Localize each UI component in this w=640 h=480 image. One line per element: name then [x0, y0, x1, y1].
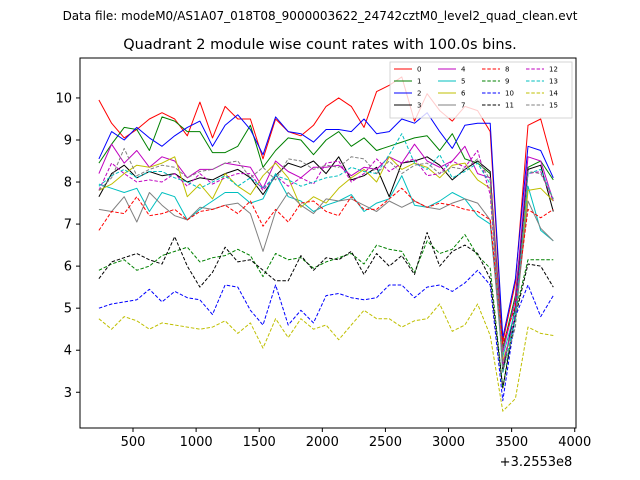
- legend-label-3: 3: [417, 102, 421, 110]
- legend-frame: [389, 61, 573, 119]
- x-axis-offset-label: +3.2553e8: [500, 455, 573, 470]
- y-tick-label: 7: [64, 218, 72, 233]
- series-line-5: [98, 173, 554, 357]
- axis-layer: 500 1000 1500 2000 2500 3000 3500 4000 3 4 5 6 7 8 9 10: [55, 91, 591, 450]
- legend-label-5: 5: [461, 78, 465, 86]
- x-tick-label: 2500: [369, 435, 402, 450]
- series-line-1: [98, 116, 554, 349]
- x-tick-label: 2000: [306, 435, 339, 450]
- legend-label-6: 6: [461, 90, 466, 98]
- series-line-13: [98, 133, 554, 374]
- legend-label-12: 12: [549, 66, 558, 74]
- legend-label-10: 10: [505, 90, 514, 98]
- plot-frame: [79, 57, 577, 429]
- series-line-10: [98, 269, 554, 402]
- series-line-9: [98, 234, 554, 389]
- y-tick-label: 9: [64, 133, 72, 148]
- chart-title: Quadrant 2 module wise count rates with …: [123, 37, 517, 53]
- y-tick-label: 10: [55, 91, 72, 106]
- series-line-15: [98, 147, 554, 372]
- x-tick-label: 1000: [180, 435, 213, 450]
- chart-supertitle: Data file: modeM0/AS1A07_018T08_90000036…: [63, 9, 578, 23]
- legend-label-8: 8: [505, 66, 509, 74]
- series-line-11: [98, 232, 554, 389]
- x-tick-label: 3000: [432, 435, 465, 450]
- series-layer: [98, 76, 554, 412]
- series-line-12: [98, 150, 554, 366]
- x-tick-label: 4000: [558, 435, 591, 450]
- legend-label-11: 11: [505, 102, 514, 110]
- series-line-4: [98, 143, 554, 353]
- y-tick-label: 4: [64, 344, 72, 359]
- series-line-7: [98, 192, 554, 366]
- legend-label-14: 14: [549, 90, 558, 98]
- x-tick-label: 1500: [243, 435, 276, 450]
- series-line-14: [98, 303, 554, 412]
- y-tick-label: 8: [64, 176, 72, 191]
- series-line-3: [98, 156, 554, 372]
- series-line-2: [98, 112, 554, 339]
- legend-label-4: 4: [461, 66, 466, 74]
- legend-label-0: 0: [417, 66, 421, 74]
- legend-label-15: 15: [549, 102, 558, 110]
- legend-label-2: 2: [417, 90, 421, 98]
- legend-label-1: 1: [417, 78, 421, 86]
- y-tick-label: 3: [64, 386, 72, 401]
- x-tick-label: 500: [121, 435, 146, 450]
- x-tick-label: 3500: [495, 435, 528, 450]
- y-tick-label: 5: [64, 302, 72, 317]
- series-line-6: [98, 156, 554, 362]
- y-tick-label: 6: [64, 260, 72, 275]
- series-line-8: [98, 187, 554, 345]
- legend-label-9: 9: [505, 78, 509, 86]
- legend-label-13: 13: [549, 78, 558, 86]
- legend-label-7: 7: [461, 102, 465, 110]
